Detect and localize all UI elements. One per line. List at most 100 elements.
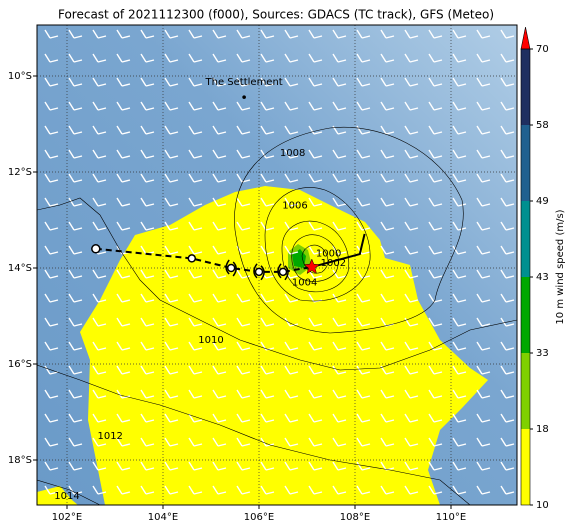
- wind-barb: [404, 341, 419, 351]
- wind-barb: [68, 461, 83, 471]
- wind-barb: [164, 101, 179, 111]
- colorbar-tick-label: 33: [536, 348, 549, 359]
- wind-barb: [188, 77, 203, 87]
- wind-barb: [356, 269, 371, 279]
- wind-barb: [356, 173, 371, 183]
- wind-barb: [140, 365, 155, 375]
- wind-area: [80, 186, 488, 505]
- wind-barb: [428, 389, 443, 399]
- wind-barb: [260, 197, 275, 207]
- wind-barb: [116, 485, 131, 495]
- wind-barb: [452, 437, 467, 447]
- wind-barb: [356, 221, 371, 231]
- wind-barb: [500, 149, 515, 159]
- wind-barb: [356, 365, 371, 375]
- wind-barb: [212, 269, 227, 279]
- wind-barb: [44, 413, 59, 423]
- wind-barb: [44, 101, 59, 111]
- wind-barb: [356, 389, 371, 399]
- wind-barb: [236, 53, 251, 63]
- wind-barb: [476, 293, 491, 303]
- wind-barb: [140, 389, 155, 399]
- wind-barb: [116, 125, 131, 135]
- wind-barb: [284, 221, 299, 231]
- contour-label: 1014: [54, 491, 79, 502]
- wind-barb: [476, 245, 491, 255]
- wind-barb: [356, 125, 371, 135]
- wind-barb: [284, 293, 299, 303]
- wind-barb: [500, 221, 515, 231]
- wind-barb: [428, 461, 443, 471]
- wind-barb: [116, 365, 131, 375]
- wind-barb: [164, 53, 179, 63]
- wind-barb: [428, 77, 443, 87]
- wind-barb: [212, 197, 227, 207]
- wind-barb: [356, 293, 371, 303]
- wind-barb: [116, 269, 131, 279]
- wind-barb: [500, 317, 515, 327]
- wind-barb: [356, 245, 371, 255]
- wind-barb: [332, 221, 347, 231]
- wind-barb: [284, 413, 299, 423]
- wind-barb: [356, 77, 371, 87]
- contour-label: 1008: [280, 148, 305, 159]
- wind-barb: [500, 461, 515, 471]
- y-tick-label: 12°S: [8, 167, 32, 178]
- wind-barb: [404, 197, 419, 207]
- wind-barb: [452, 197, 467, 207]
- wind-barb: [260, 29, 275, 39]
- wind-barb: [308, 53, 323, 63]
- wind-barb: [92, 77, 107, 87]
- wind-barb: [452, 293, 467, 303]
- wind-barb: [164, 197, 179, 207]
- wind-barb: [428, 317, 443, 327]
- wind-barb: [404, 29, 419, 39]
- wind-barb: [404, 125, 419, 135]
- wind-barb: [116, 461, 131, 471]
- wind-barb: [476, 29, 491, 39]
- wind-barb: [332, 485, 347, 495]
- wind-barb: [140, 317, 155, 327]
- wind-barb: [476, 101, 491, 111]
- wind-barb: [284, 245, 299, 255]
- wind-barb: [68, 485, 83, 495]
- wind-barb: [500, 101, 515, 111]
- wind-barb: [164, 29, 179, 39]
- track-point: [226, 263, 236, 273]
- wind-barb: [92, 389, 107, 399]
- wind-barb: [404, 269, 419, 279]
- wind-barb: [404, 149, 419, 159]
- wind-barb: [92, 29, 107, 39]
- wind-barb: [140, 221, 155, 231]
- colorbar-segment: [521, 49, 530, 125]
- wind-barb: [356, 53, 371, 63]
- wind-barb: [260, 77, 275, 87]
- wind-barb: [380, 101, 395, 111]
- wind-barb: [68, 77, 83, 87]
- contour-label: 1000: [316, 249, 341, 260]
- wind-barb: [164, 221, 179, 231]
- wind-barb: [92, 101, 107, 111]
- wind-barb: [308, 485, 323, 495]
- wind-barb: [476, 149, 491, 159]
- wind-barb: [332, 413, 347, 423]
- cyclone-symbol: [277, 263, 289, 281]
- wind-barb: [140, 341, 155, 351]
- chart-title: Forecast of 2021112300 (f000), Sources: …: [58, 8, 494, 22]
- track-point: [254, 267, 264, 277]
- wind-barb: [212, 389, 227, 399]
- wind-barb: [188, 293, 203, 303]
- wind-barb: [188, 485, 203, 495]
- y-tick-label: 10°S: [8, 71, 32, 82]
- wind-barb: [164, 269, 179, 279]
- wind-barb: [140, 125, 155, 135]
- wind-barb: [68, 53, 83, 63]
- wind-barb: [140, 29, 155, 39]
- y-tick-label: 16°S: [8, 359, 32, 370]
- wind-barb: [188, 149, 203, 159]
- wind-barb: [356, 341, 371, 351]
- wind-barb: [332, 197, 347, 207]
- wind-barb: [236, 149, 251, 159]
- wind-barb: [212, 413, 227, 423]
- wind-barb: [236, 317, 251, 327]
